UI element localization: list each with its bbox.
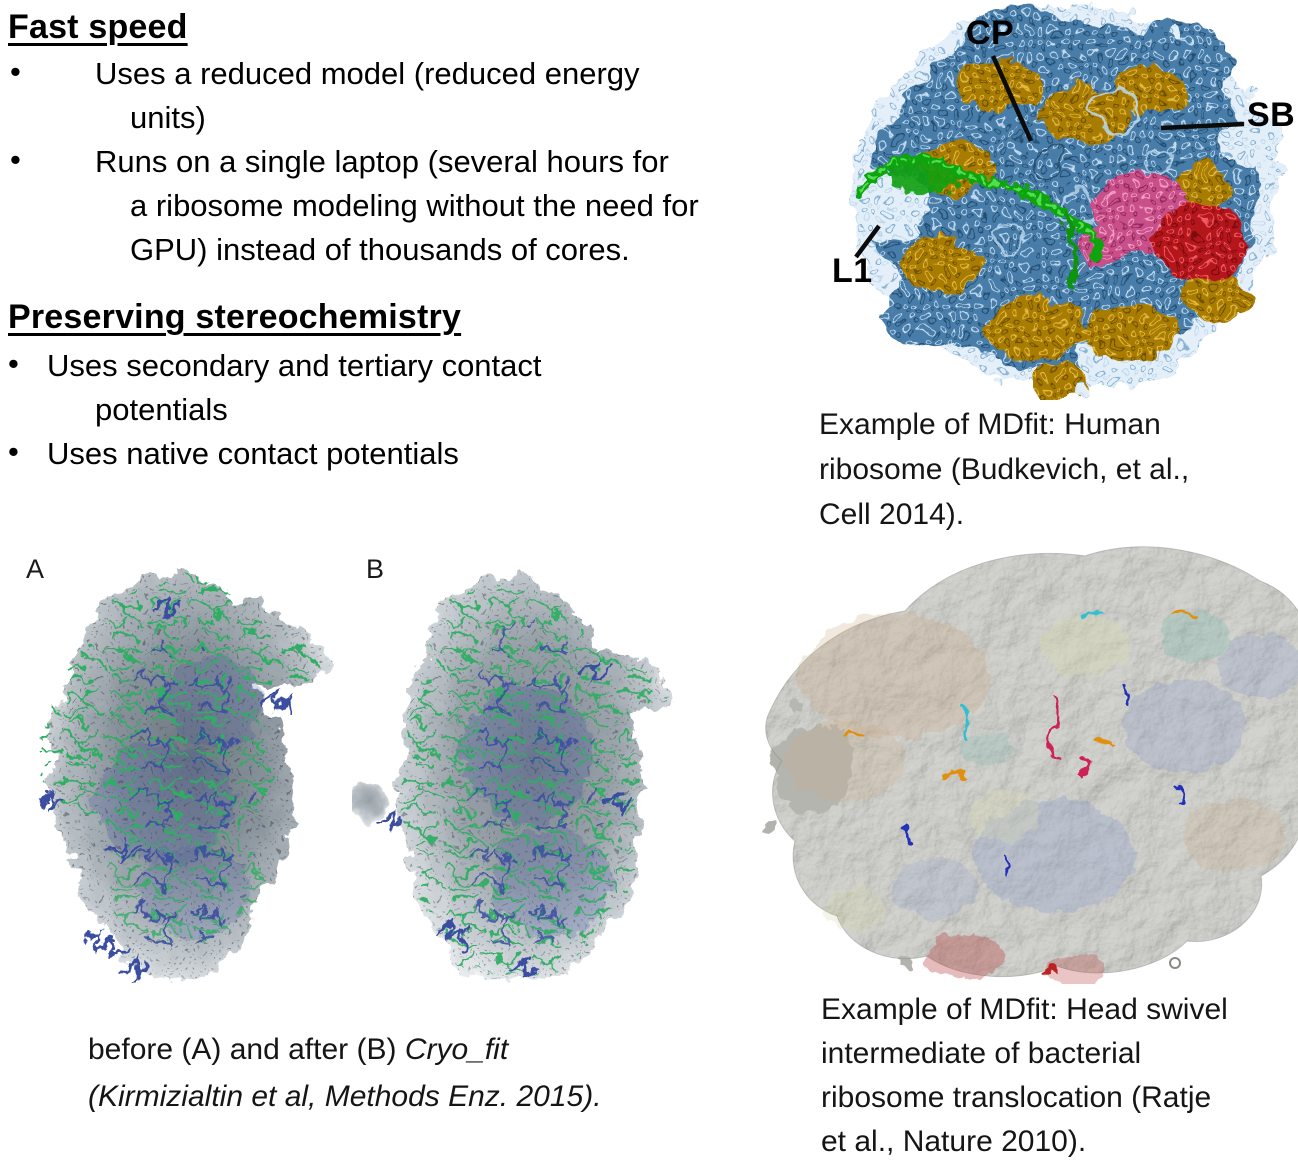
fast-speed-bullet-list: • Uses a reduced model (reduced energy u… bbox=[0, 52, 790, 272]
surface-tints bbox=[785, 610, 1298, 984]
heading-preserving-stereochemistry: Preserving stereochemistry bbox=[8, 298, 462, 336]
caption-reference: (Kirmizialtin et al, Methods Enz. 2015). bbox=[88, 1080, 602, 1113]
cryofit-after-image bbox=[352, 575, 671, 984]
caption-regular-part: before (A) and after (B) bbox=[88, 1033, 405, 1066]
caption-head-swivel: Example of MDfit: Head swivel intermedia… bbox=[821, 993, 1228, 1158]
label-l1: L1 bbox=[832, 252, 873, 290]
label-panel-b: B bbox=[366, 554, 385, 584]
list-item-text: Runs on a single laptop (several hours f… bbox=[95, 144, 699, 267]
caption-cryofit: before (A) and after (B) Cryo_fit (Kirmi… bbox=[88, 1026, 708, 1120]
label-sb: SB bbox=[1247, 96, 1296, 134]
list-item-text: Uses native contact potentials bbox=[47, 436, 459, 471]
label-cp: CP bbox=[966, 14, 1015, 52]
bullet-glyph: • bbox=[10, 142, 21, 177]
mesh-body bbox=[850, 5, 1282, 400]
small-ring-artifact bbox=[1169, 957, 1181, 969]
heading-fast-speed: Fast speed bbox=[8, 8, 188, 46]
blue-model-overlay bbox=[380, 621, 635, 981]
blue-model-overlay bbox=[37, 596, 293, 983]
caption-human-ribosome: Example of MDfit: Human ribosome (Budkev… bbox=[819, 408, 1190, 531]
list-item-text: Uses secondary and tertiary contact pote… bbox=[47, 348, 542, 427]
green-trna-ribbon bbox=[857, 153, 1104, 292]
surface-sticks bbox=[843, 609, 1195, 976]
human-ribosome-mesh-image bbox=[850, 3, 1286, 400]
bullet-glyph: • bbox=[8, 434, 19, 469]
caption-line: before (A) and after (B) Cryo_fit bbox=[88, 1026, 708, 1073]
bullet-glyph: • bbox=[8, 346, 19, 381]
list-item: • Uses a reduced model (reduced energy u… bbox=[0, 52, 790, 140]
bullet-glyph: • bbox=[10, 54, 21, 89]
list-item-text: Uses a reduced model (reduced energy uni… bbox=[95, 56, 640, 135]
l1-pointer-line bbox=[854, 224, 881, 259]
cryofit-before-image bbox=[37, 572, 333, 984]
list-item: • Uses native contact potentials bbox=[0, 432, 790, 476]
head-swivel-surface-image bbox=[762, 546, 1298, 984]
cp-pointer-line bbox=[990, 55, 1034, 142]
list-item: • Uses secondary and tertiary contact po… bbox=[0, 344, 790, 432]
list-item: • Runs on a single laptop (several hours… bbox=[0, 140, 790, 272]
stereochemistry-bullet-list: • Uses secondary and tertiary contact po… bbox=[0, 344, 790, 476]
sb-pointer-line bbox=[1160, 121, 1245, 131]
caption-italic-name: Cryo_fit bbox=[404, 1033, 509, 1066]
label-panel-a: A bbox=[26, 554, 45, 584]
mesh-specks bbox=[855, 3, 1286, 396]
